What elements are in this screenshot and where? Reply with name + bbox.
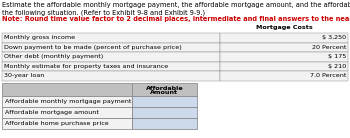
Bar	[2, 107, 132, 118]
Text: 20 Percent: 20 Percent	[312, 45, 346, 50]
Bar	[220, 52, 348, 62]
Text: Affordable: Affordable	[146, 86, 183, 91]
Text: $ 175: $ 175	[328, 54, 346, 59]
Bar	[220, 33, 348, 43]
Bar	[2, 52, 220, 62]
Bar	[2, 71, 220, 80]
Text: $ 3,250: $ 3,250	[322, 35, 346, 40]
Text: Affordable monthly mortgage payment: Affordable monthly mortgage payment	[5, 99, 131, 104]
Text: Monthly gross income: Monthly gross income	[4, 35, 75, 40]
Bar	[132, 107, 197, 118]
Text: Other debt (monthly payment): Other debt (monthly payment)	[4, 54, 103, 59]
Text: 7.0 Percent: 7.0 Percent	[310, 73, 346, 78]
Text: 30-year loan: 30-year loan	[4, 73, 44, 78]
Text: Amount: Amount	[150, 91, 178, 95]
Bar	[2, 33, 220, 43]
Bar	[2, 43, 220, 52]
Bar	[220, 62, 348, 71]
Text: Monthly estimate for property taxes and insurance: Monthly estimate for property taxes and …	[4, 64, 168, 69]
Bar	[220, 71, 348, 80]
Text: Note: Round time value factor to 2 decimal places, intermediate and final answer: Note: Round time value factor to 2 decim…	[2, 16, 350, 22]
Bar	[132, 96, 197, 107]
Bar	[2, 118, 132, 129]
Text: $ 210: $ 210	[328, 64, 346, 69]
Text: the following situation. (Refer to Exhibit 9-8 and Exhibit 9-9.): the following situation. (Refer to Exhib…	[2, 9, 205, 15]
Bar	[2, 96, 132, 107]
Text: Affordable home purchase price: Affordable home purchase price	[5, 121, 109, 126]
Bar	[2, 62, 220, 71]
Text: Estimate the affordable monthly mortgage payment, the affordable mortgage amount: Estimate the affordable monthly mortgage…	[2, 2, 350, 8]
Text: Down payment to be made (percent of purchase price): Down payment to be made (percent of purc…	[4, 45, 182, 50]
Bar	[132, 118, 197, 129]
Text: Affordable mortgage amount: Affordable mortgage amount	[5, 110, 99, 115]
Text: Mortgage Costs: Mortgage Costs	[256, 25, 312, 30]
Bar	[220, 43, 348, 52]
Bar	[2, 83, 197, 96]
